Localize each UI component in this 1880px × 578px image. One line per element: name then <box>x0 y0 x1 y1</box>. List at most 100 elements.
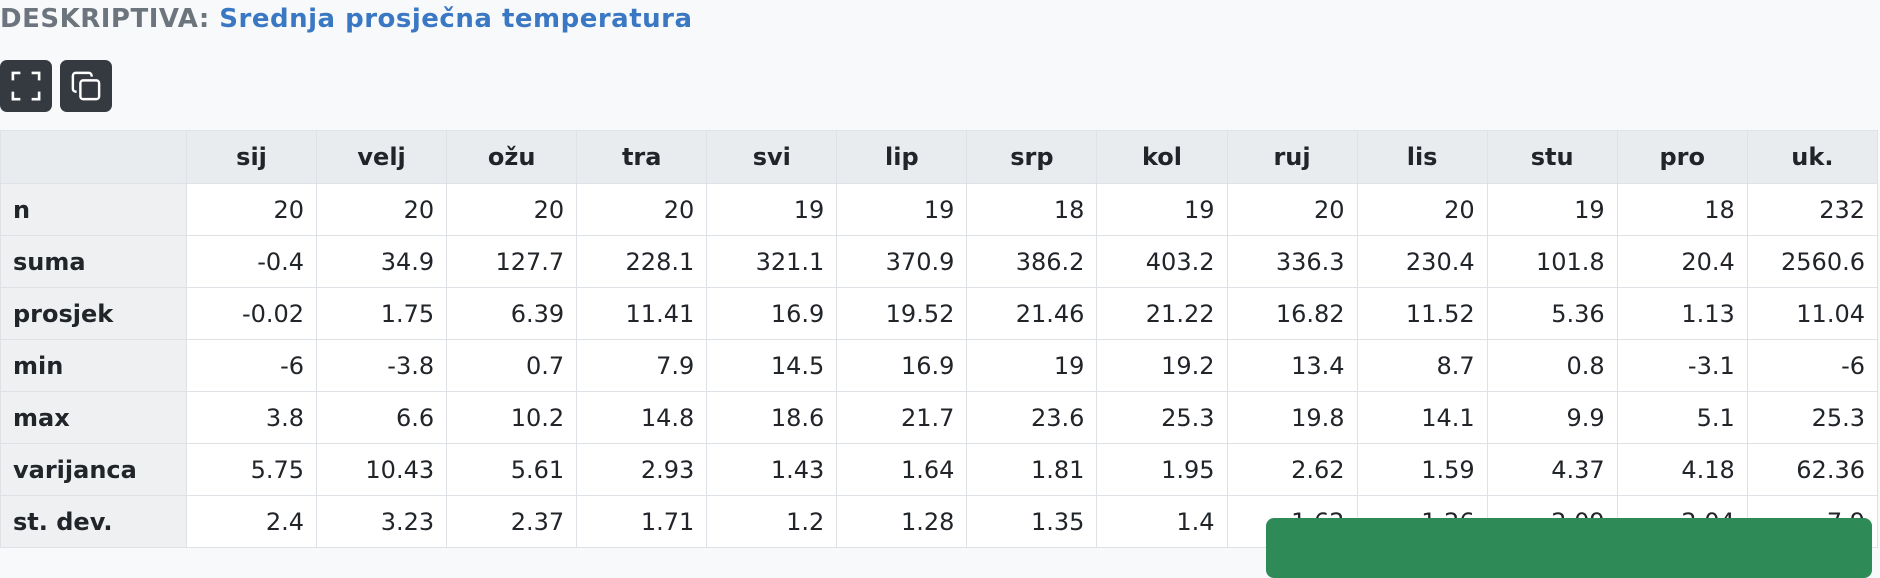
cell-value: 20 <box>1226 183 1358 236</box>
title-text: Srednja prosječna temperatura <box>219 4 693 34</box>
table-row: min -6 -3.8 0.7 7.9 14.5 16.9 19 19.2 13.4 8.7 0.8-… <box>0 339 1879 392</box>
cell-value: 1.4 <box>1096 495 1228 548</box>
cell-value: 386.2 <box>966 235 1098 288</box>
cell-value: -0.02 <box>185 287 318 340</box>
column-header: velj <box>316 130 448 184</box>
cell-value: 4.18 <box>1616 443 1748 496</box>
row-label: st. dev. <box>0 495 187 548</box>
cell-value: 11.04 <box>1746 287 1879 340</box>
cell-value: 19 <box>1096 183 1228 236</box>
cell-value: 3.23 <box>316 495 448 548</box>
cell-value: 14.1 <box>1356 391 1488 444</box>
cell-value: 1.28 <box>836 495 968 548</box>
cell-value: 11.52 <box>1356 287 1488 340</box>
cell-value: 127.7 <box>446 235 578 288</box>
cell-value: 10.2 <box>446 391 578 444</box>
page: DESKRIPTIVA: Srednja prosječna temperatu… <box>0 4 1879 578</box>
cell-value: 5.36 <box>1486 287 1618 340</box>
copy-button[interactable] <box>60 60 112 112</box>
cell-value: 2560.6 <box>1746 235 1879 288</box>
cell-value: 1.81 <box>966 443 1098 496</box>
cell-value: 18.6 <box>706 391 838 444</box>
cell-value: 8.7 <box>1356 339 1488 392</box>
fullscreen-icon <box>11 71 41 101</box>
column-header: ruj <box>1226 130 1358 184</box>
row-label: prosjek <box>0 287 187 340</box>
column-header: ožu <box>446 130 578 184</box>
cell-value: 20 <box>316 183 448 236</box>
cell-value: 1.64 <box>836 443 968 496</box>
column-header: srp <box>966 130 1098 184</box>
cell-value: 2.93 <box>576 443 708 496</box>
cell-value: 21.22 <box>1096 287 1228 340</box>
row-label: min <box>0 339 187 392</box>
cell-value: 13.4 <box>1226 339 1358 392</box>
cell-value: 18 <box>966 183 1098 236</box>
column-header: svi <box>706 130 838 184</box>
cell-value: 25.3 <box>1096 391 1228 444</box>
cell-value: 19 <box>836 183 968 236</box>
cell-value: -3.1 <box>1616 339 1748 392</box>
cell-value: 403.2 <box>1096 235 1228 288</box>
cell-value: 19 <box>1486 183 1618 236</box>
stats-table: sij velj ožu tra svi lip srp kol ruj lis stu pro uk.… <box>0 130 1879 548</box>
row-label: max <box>0 391 187 444</box>
cell-value: 16.82 <box>1226 287 1358 340</box>
cell-value: 228.1 <box>576 235 708 288</box>
column-header: lis <box>1356 130 1488 184</box>
cell-value: 20 <box>446 183 578 236</box>
column-header: uk. <box>1746 130 1879 184</box>
cell-value: 5.1 <box>1616 391 1748 444</box>
cell-value: 25.3 <box>1746 391 1879 444</box>
cell-value: 34.9 <box>316 235 448 288</box>
cell-value: 3.8 <box>185 391 318 444</box>
header-row: sij velj ožu tra svi lip srp kol ruj lis stu pro uk. <box>0 130 1879 184</box>
cell-value: 1.95 <box>1096 443 1228 496</box>
table-row: prosjek -0.02 1.75 6.39 11.41 16.9 19.52 21.46 2… <box>0 287 1879 340</box>
column-header: stu <box>1486 130 1618 184</box>
row-label: varijanca <box>0 443 187 496</box>
cell-value: 23.6 <box>966 391 1098 444</box>
fullscreen-button[interactable] <box>0 60 52 112</box>
cell-value: 101.8 <box>1486 235 1618 288</box>
cell-value: 16.9 <box>836 339 968 392</box>
cell-value: 21.46 <box>966 287 1098 340</box>
table-body: n 20 20 20 20 19 19 18 19 20 20 19 18 232 suma -0.4 34.9… <box>0 183 1879 548</box>
cell-value: 1.71 <box>576 495 708 548</box>
column-header: pro <box>1616 130 1748 184</box>
cell-value: 336.3 <box>1226 235 1358 288</box>
cell-value: 2.62 <box>1226 443 1358 496</box>
cell-value: 232 <box>1746 183 1879 236</box>
corner-cell <box>0 130 187 184</box>
cell-value: 370.9 <box>836 235 968 288</box>
cell-value: 6.6 <box>316 391 448 444</box>
cell-value: 19 <box>966 339 1098 392</box>
cell-value: 1.35 <box>966 495 1098 548</box>
cell-value: 4.37 <box>1486 443 1618 496</box>
page-title: DESKRIPTIVA: Srednja prosječna temperatu… <box>0 4 693 34</box>
cell-value: 10.43 <box>316 443 448 496</box>
cell-value: 18 <box>1616 183 1748 236</box>
cell-value: -0.4 <box>185 235 318 288</box>
cell-value: 0.7 <box>446 339 578 392</box>
cell-value: 14.5 <box>706 339 838 392</box>
cell-value: 5.75 <box>185 443 318 496</box>
cell-value: 19.8 <box>1226 391 1358 444</box>
cell-value: -6 <box>1746 339 1879 392</box>
toast[interactable] <box>1266 518 1872 578</box>
column-header: sij <box>185 130 318 184</box>
cell-value: 16.9 <box>706 287 838 340</box>
cell-value: -6 <box>185 339 318 392</box>
table-row: n 20 20 20 20 19 19 18 19 20 20 19 18 232 <box>0 183 1879 236</box>
column-header: lip <box>836 130 968 184</box>
cell-value: 321.1 <box>706 235 838 288</box>
cell-value: 1.13 <box>1616 287 1748 340</box>
column-header: kol <box>1096 130 1228 184</box>
row-label: n <box>0 183 187 236</box>
cell-value: 2.4 <box>185 495 318 548</box>
cell-value: 1.59 <box>1356 443 1488 496</box>
title-label: DESKRIPTIVA: <box>0 4 210 34</box>
cell-value: 62.36 <box>1746 443 1879 496</box>
cell-value: 11.41 <box>576 287 708 340</box>
cell-value: 1.2 <box>706 495 838 548</box>
